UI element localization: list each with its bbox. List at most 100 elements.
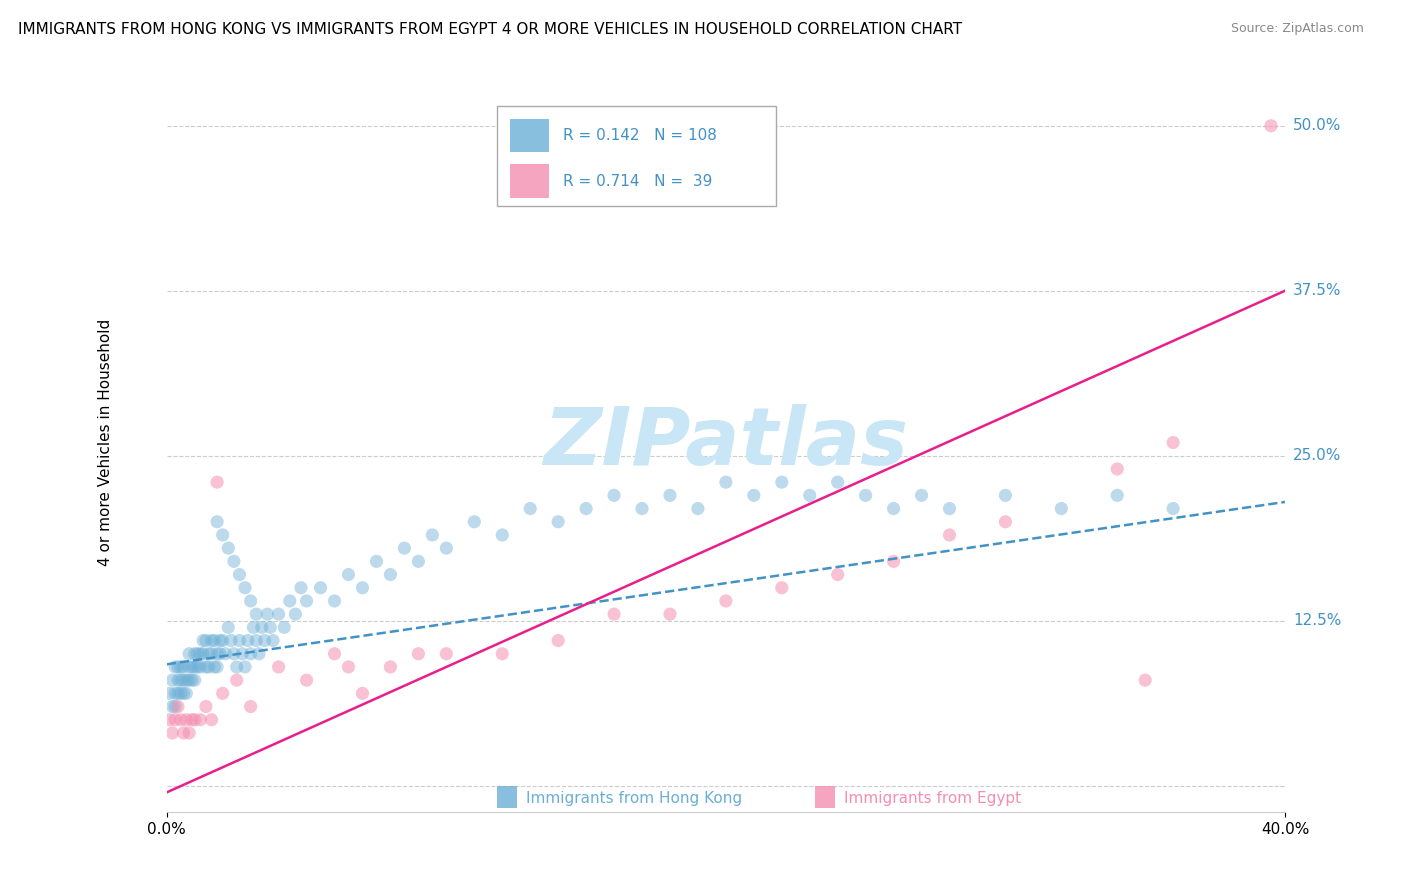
Point xyxy=(242,620,264,634)
Point xyxy=(491,528,513,542)
Point xyxy=(167,699,190,714)
Point xyxy=(186,660,208,674)
Point xyxy=(770,475,793,490)
Point xyxy=(575,501,598,516)
Point xyxy=(1133,673,1156,687)
Point xyxy=(222,647,245,661)
Point xyxy=(211,686,233,700)
Point xyxy=(245,607,267,622)
Point xyxy=(247,647,270,661)
Point xyxy=(173,660,195,674)
Point xyxy=(179,726,201,740)
Point xyxy=(205,515,228,529)
Point xyxy=(205,660,228,674)
Point xyxy=(176,686,198,700)
Point xyxy=(205,475,228,490)
Point xyxy=(179,647,201,661)
Point xyxy=(188,660,211,674)
Text: 12.5%: 12.5% xyxy=(1294,613,1341,628)
Point xyxy=(463,515,485,529)
Bar xyxy=(815,786,835,808)
Text: 37.5%: 37.5% xyxy=(1294,284,1341,298)
Point xyxy=(686,501,709,516)
Point xyxy=(659,607,682,622)
Point xyxy=(222,554,245,568)
Point xyxy=(547,515,569,529)
Point xyxy=(239,699,262,714)
Point xyxy=(273,620,295,634)
Point xyxy=(994,488,1017,502)
Point xyxy=(408,647,430,661)
Point xyxy=(184,713,207,727)
Point xyxy=(742,488,765,502)
Point xyxy=(519,501,541,516)
Point xyxy=(162,726,184,740)
Point xyxy=(714,475,737,490)
FancyBboxPatch shape xyxy=(496,106,776,206)
Text: ZIPatlas: ZIPatlas xyxy=(543,403,908,482)
Point xyxy=(994,515,1017,529)
Point xyxy=(167,686,190,700)
Point xyxy=(855,488,877,502)
Point xyxy=(239,647,262,661)
Point xyxy=(181,713,204,727)
Point xyxy=(225,660,247,674)
Text: 50.0%: 50.0% xyxy=(1294,119,1341,133)
Point xyxy=(225,673,247,687)
Point xyxy=(295,673,318,687)
Bar xyxy=(496,786,517,808)
Point xyxy=(200,713,222,727)
Point xyxy=(337,660,360,674)
Point xyxy=(337,567,360,582)
Point xyxy=(159,686,181,700)
Point xyxy=(176,673,198,687)
Point xyxy=(173,673,195,687)
Point xyxy=(208,647,231,661)
Point xyxy=(239,594,262,608)
Point xyxy=(228,633,250,648)
Point xyxy=(603,607,626,622)
Point xyxy=(162,673,184,687)
Point xyxy=(191,647,214,661)
Point xyxy=(197,647,219,661)
Point xyxy=(181,673,204,687)
Point xyxy=(200,633,222,648)
Point xyxy=(217,620,239,634)
Point xyxy=(323,647,346,661)
Point xyxy=(262,633,284,648)
Point xyxy=(162,699,184,714)
Point xyxy=(910,488,932,502)
Point xyxy=(170,673,193,687)
Point xyxy=(233,581,256,595)
Point xyxy=(323,594,346,608)
Point xyxy=(194,660,217,674)
Point xyxy=(547,633,569,648)
Point xyxy=(434,541,457,556)
Point xyxy=(259,620,281,634)
Point xyxy=(200,647,222,661)
Point xyxy=(938,501,960,516)
Point xyxy=(290,581,312,595)
Point xyxy=(284,607,307,622)
Point xyxy=(883,554,905,568)
Point xyxy=(167,673,190,687)
Point xyxy=(408,554,430,568)
Point xyxy=(179,660,201,674)
Point xyxy=(770,581,793,595)
Text: Immigrants from Hong Kong: Immigrants from Hong Kong xyxy=(526,791,742,806)
Point xyxy=(938,528,960,542)
Point xyxy=(827,567,849,582)
Point xyxy=(159,713,181,727)
Point xyxy=(256,607,278,622)
Point xyxy=(167,660,190,674)
Point xyxy=(211,528,233,542)
Point xyxy=(250,620,273,634)
Point xyxy=(176,713,198,727)
Point xyxy=(631,501,654,516)
Point xyxy=(799,488,821,502)
Bar xyxy=(510,120,550,153)
Point xyxy=(233,660,256,674)
Text: R = 0.714   N =  39: R = 0.714 N = 39 xyxy=(562,174,711,188)
Point xyxy=(208,633,231,648)
Point xyxy=(1260,119,1282,133)
